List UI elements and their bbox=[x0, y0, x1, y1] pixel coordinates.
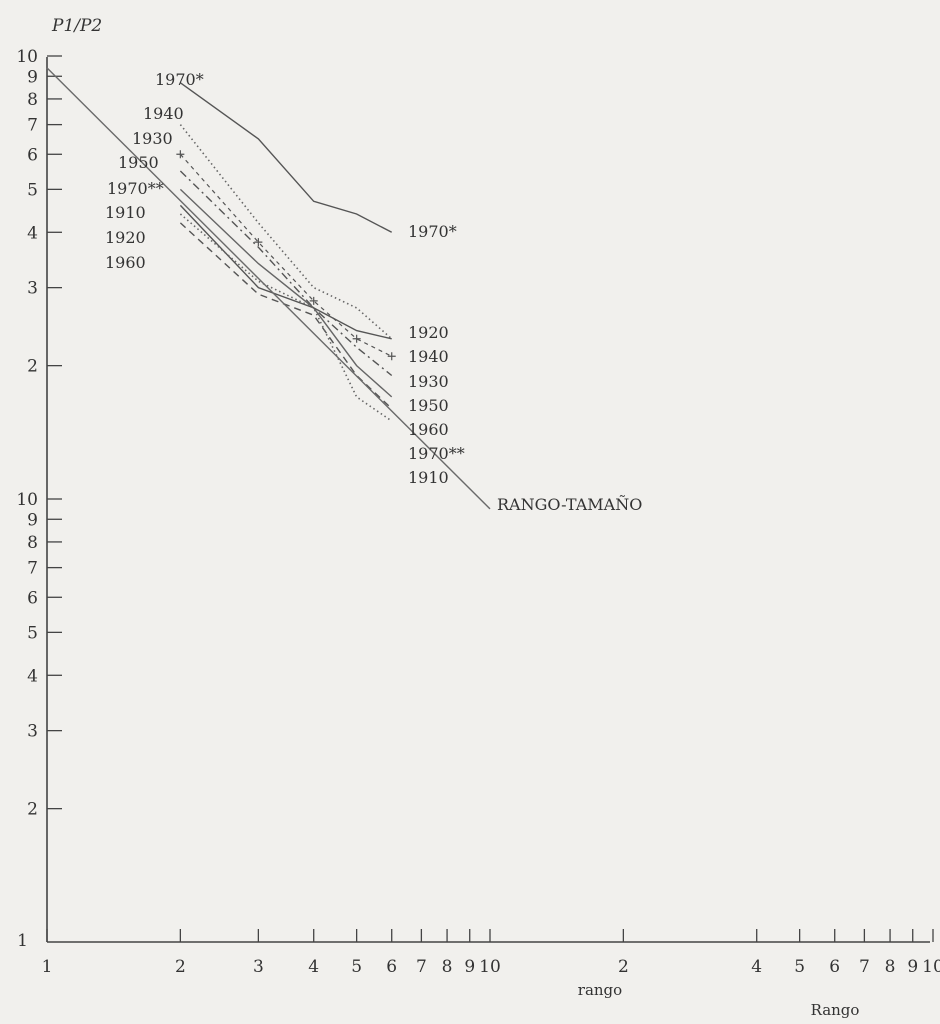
y-axis-label: P1/P2 bbox=[51, 16, 102, 36]
data-point-1930 bbox=[387, 352, 396, 361]
y-tick-label: 7 bbox=[27, 559, 38, 579]
x-tick-label: 10 bbox=[479, 957, 501, 977]
y-tick-label: 6 bbox=[27, 588, 38, 608]
left-series-label: 1970** bbox=[107, 179, 164, 198]
y-tick-label: 9 bbox=[27, 67, 38, 87]
series-line-1970 bbox=[179, 188, 393, 398]
y-tick-label: 10 bbox=[16, 490, 38, 510]
left-series-label: 1930 bbox=[132, 129, 173, 148]
left-series-label: 1910 bbox=[105, 203, 146, 222]
right-series-label: 1930 bbox=[408, 372, 449, 391]
series-line-1910 bbox=[179, 204, 392, 340]
y-tick-label: 2 bbox=[27, 800, 38, 820]
left-series-label: 1960 bbox=[105, 253, 146, 272]
left-series-label: 1970* bbox=[155, 70, 204, 89]
x-tick-label: 7 bbox=[416, 957, 427, 977]
x-tick-label: 1 bbox=[42, 957, 53, 977]
series-line-1950 bbox=[179, 170, 393, 377]
x-tick-label: 6 bbox=[386, 957, 397, 977]
x-tick-label: 4 bbox=[308, 957, 319, 977]
y-tick-label: 3 bbox=[27, 722, 38, 742]
series-line-1920 bbox=[179, 222, 393, 410]
right-series-label: RANGO-TAMAÑO bbox=[497, 494, 642, 514]
y-tick-label: 5 bbox=[27, 180, 38, 200]
y-tick-label: 7 bbox=[27, 116, 38, 136]
data-point-1930 bbox=[352, 334, 361, 343]
y-tick-label: 5 bbox=[27, 623, 38, 643]
left-series-label: 1940 bbox=[143, 104, 184, 123]
x-tick-label: 5 bbox=[794, 957, 805, 977]
y-tick-label: 4 bbox=[27, 666, 38, 686]
left-series-label: 1950 bbox=[118, 153, 159, 172]
y-tick-label: 10 bbox=[16, 47, 38, 67]
x-tick-label: 10 bbox=[922, 957, 940, 977]
y-tick-label: 8 bbox=[27, 533, 38, 553]
data-point-1930 bbox=[176, 150, 185, 159]
right-series-label: 1970** bbox=[408, 444, 465, 463]
x-tick-label: 8 bbox=[885, 957, 896, 977]
right-series-label: 1970* bbox=[408, 222, 457, 241]
right-series-label: 1920 bbox=[408, 323, 449, 342]
x-axis-label-secondary: Rango bbox=[811, 1001, 860, 1019]
y-tick-label: 1 bbox=[17, 931, 28, 951]
right-series-label: 1940 bbox=[408, 347, 449, 366]
y-tick-label: 8 bbox=[27, 90, 38, 110]
series-line-rango-tama-o bbox=[46, 67, 491, 510]
x-tick-label: 2 bbox=[175, 957, 186, 977]
x-tick-label: 2 bbox=[618, 957, 629, 977]
series-line-1970 bbox=[179, 82, 393, 233]
y-tick-label: 4 bbox=[27, 223, 38, 243]
data-point-1930 bbox=[254, 238, 263, 247]
right-series-label: 1950 bbox=[408, 396, 449, 415]
x-axis-label: rango bbox=[578, 981, 622, 999]
left-series-label: 1920 bbox=[105, 228, 146, 247]
series-line-1960 bbox=[179, 213, 393, 422]
series-line-1930 bbox=[179, 153, 392, 357]
axes-layer bbox=[46, 55, 934, 943]
y-tick-label: 9 bbox=[27, 510, 38, 530]
x-tick-label: 4 bbox=[751, 957, 762, 977]
y-tick-label: 2 bbox=[27, 357, 38, 377]
x-tick-label: 3 bbox=[253, 957, 264, 977]
right-series-label: 1960 bbox=[408, 420, 449, 439]
y-tick-label: 3 bbox=[27, 279, 38, 299]
x-tick-label: 8 bbox=[442, 957, 453, 977]
right-series-label: 1910 bbox=[408, 468, 449, 487]
x-tick-label: 7 bbox=[859, 957, 870, 977]
x-tick-label: 9 bbox=[907, 957, 918, 977]
x-tick-label: 9 bbox=[464, 957, 475, 977]
y-tick-label: 6 bbox=[27, 145, 38, 165]
x-tick-label: 6 bbox=[829, 957, 840, 977]
x-tick-label: 5 bbox=[351, 957, 362, 977]
data-point-1930 bbox=[309, 296, 318, 305]
series-layer bbox=[46, 67, 491, 510]
